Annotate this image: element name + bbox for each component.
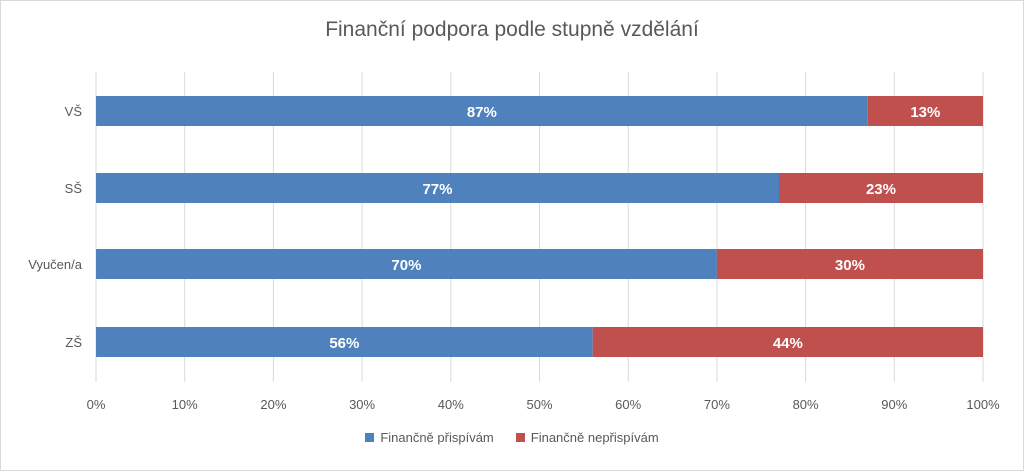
- legend: Finančně přispívám Finančně nepřispívám: [0, 430, 1024, 445]
- category-label: SŠ: [65, 181, 83, 196]
- bar-contributing: [96, 96, 868, 126]
- legend-swatch-not-contributing: [515, 433, 525, 442]
- x-tick-label: 40%: [438, 397, 464, 412]
- x-tick-label: 60%: [615, 397, 641, 412]
- x-tick-label: 50%: [526, 397, 552, 412]
- data-label: 30%: [835, 257, 865, 274]
- bar-not-contributing: [867, 96, 983, 126]
- category-label: VŠ: [65, 104, 83, 119]
- data-label: 44%: [773, 335, 803, 352]
- x-tick-label: 80%: [793, 397, 819, 412]
- x-tick-label: 30%: [349, 397, 375, 412]
- bar-not-contributing: [778, 173, 983, 203]
- x-tick-label: 0%: [87, 397, 106, 412]
- data-label: 77%: [422, 181, 452, 198]
- category-label: Vyučen/a: [28, 257, 82, 272]
- legend-item-not-contributing: Finančně nepřispívám: [515, 430, 659, 445]
- legend-swatch-contributing: [365, 433, 375, 442]
- legend-item-contributing: Finančně přispívám: [365, 430, 494, 445]
- x-tick-label: 10%: [172, 397, 198, 412]
- x-tick-label: 70%: [704, 397, 730, 412]
- bar-not-contributing: [592, 327, 983, 357]
- x-tick-label: 100%: [966, 397, 1000, 412]
- category-label: ZŠ: [65, 335, 82, 350]
- bar-contributing: [96, 249, 717, 279]
- data-label: 70%: [391, 257, 421, 274]
- x-tick-label: 20%: [260, 397, 286, 412]
- x-tick-label: 90%: [881, 397, 907, 412]
- chart-title: Finanční podpora podle stupně vzdělání: [325, 18, 699, 41]
- data-label: 87%: [467, 104, 497, 121]
- data-label: 56%: [329, 335, 359, 352]
- data-label: 23%: [866, 181, 896, 198]
- legend-label-not-contributing: Finančně nepřispívám: [530, 430, 659, 445]
- data-label: 13%: [910, 104, 940, 121]
- legend-label-contributing: Finančně přispívám: [380, 430, 494, 445]
- bar-not-contributing: [716, 249, 983, 279]
- bar-contributing: [96, 327, 593, 357]
- bar-contributing: [96, 173, 779, 203]
